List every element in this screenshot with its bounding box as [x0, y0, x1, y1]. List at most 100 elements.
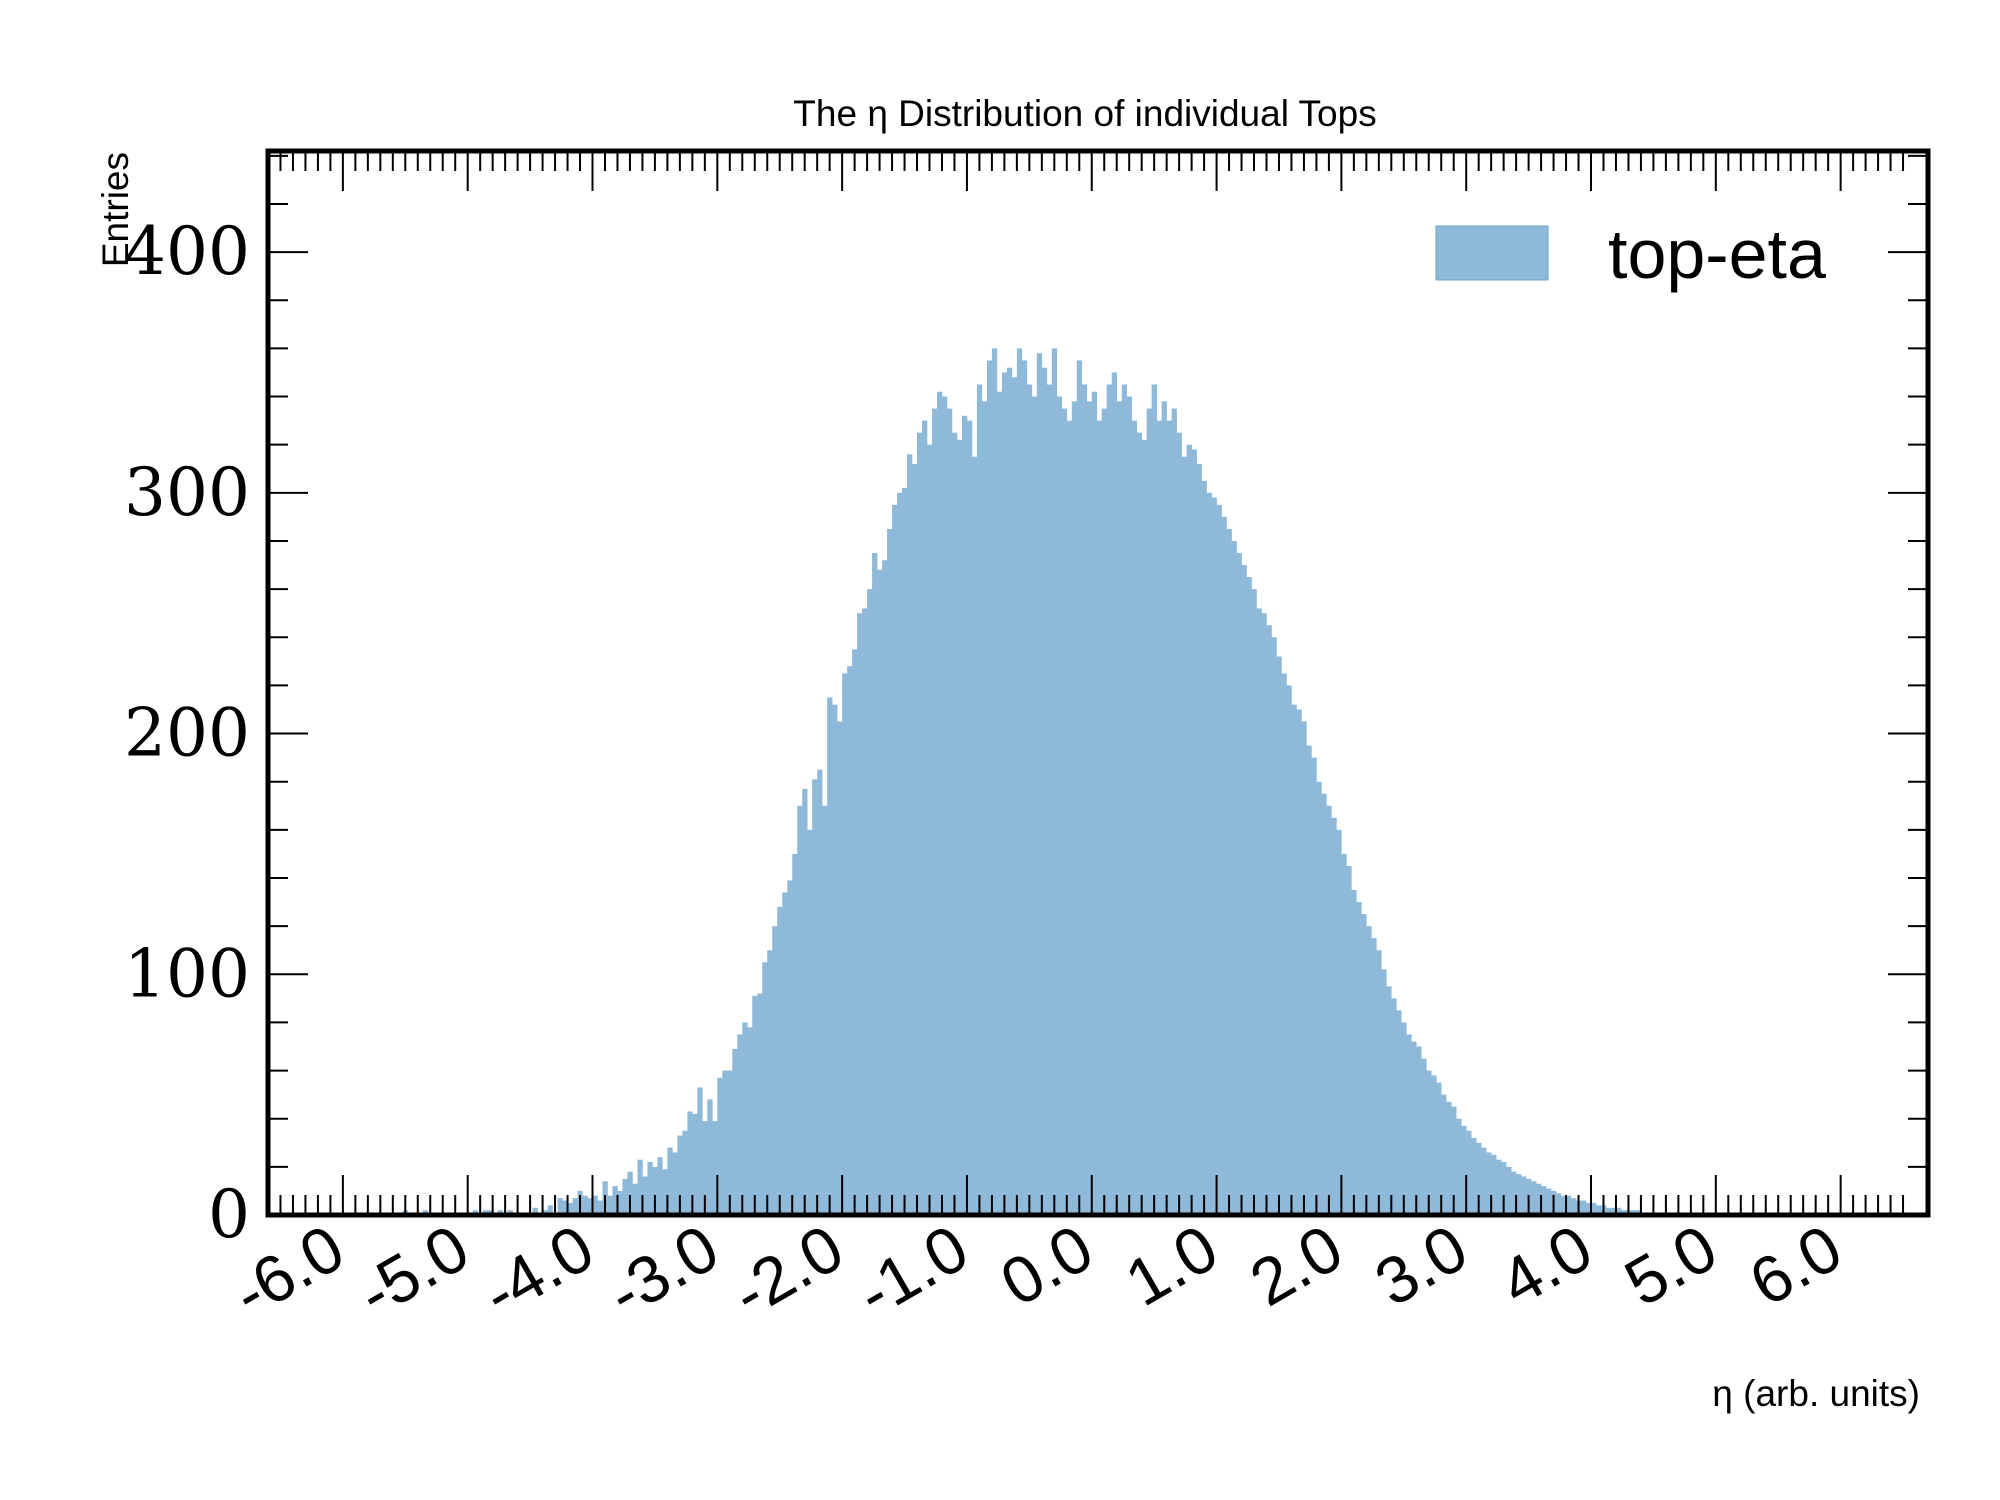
histogram-bar: [862, 608, 868, 1215]
histogram-bar: [1386, 986, 1392, 1215]
y-tick-label: 400: [124, 213, 250, 290]
histogram-bar: [1586, 1202, 1592, 1215]
histogram-bar: [1206, 492, 1212, 1216]
histogram-bar: [852, 649, 858, 1215]
histogram-bar: [1541, 1186, 1547, 1215]
histogram-bar: [742, 1022, 748, 1215]
histogram-bar: [817, 769, 823, 1215]
histogram-bar: [1081, 384, 1088, 1215]
histogram-bar: [1351, 890, 1357, 1215]
histogram-bar: [612, 1186, 618, 1215]
histogram-bar: [607, 1195, 613, 1215]
histogram-bar: [662, 1169, 668, 1215]
histogram-bar: [1121, 384, 1127, 1215]
histogram-bar: [1591, 1202, 1597, 1215]
histogram-bar: [1006, 367, 1013, 1215]
histogram-bar: [587, 1198, 593, 1215]
histogram-bar: [657, 1157, 663, 1215]
y-tick-label: 300: [124, 454, 250, 531]
histogram-bar: [642, 1176, 648, 1215]
histogram-bar: [1186, 444, 1192, 1215]
histogram-bar: [827, 697, 833, 1215]
histogram-bar: [547, 1205, 553, 1215]
histogram-bar: [832, 704, 838, 1215]
histogram-bar: [797, 805, 803, 1215]
histogram-bar: [777, 906, 783, 1215]
histogram-bar: [582, 1195, 588, 1215]
histogram-bar: [1061, 408, 1068, 1215]
histogram-bar: [1231, 540, 1237, 1215]
histogram-bar: [1546, 1188, 1552, 1215]
histogram-bar: [1116, 401, 1123, 1216]
histogram-bar: [1396, 1010, 1402, 1215]
histogram-bar: [732, 1048, 738, 1215]
histogram-bar: [872, 553, 878, 1215]
histogram-bar: [917, 432, 923, 1215]
histogram-bar: [562, 1200, 568, 1215]
histogram-bar: [1326, 805, 1332, 1215]
histogram-bar: [677, 1135, 683, 1215]
histogram-bar: [1605, 1207, 1612, 1215]
histogram-bar: [1421, 1058, 1427, 1215]
histogram-bar: [1151, 384, 1157, 1215]
histogram-bar: [996, 391, 1003, 1216]
histogram-bar: [912, 463, 918, 1215]
histogram-bar: [787, 880, 793, 1215]
histogram-bar: [1196, 463, 1202, 1215]
histogram-bar: [1521, 1176, 1527, 1215]
histogram-bar: [1166, 420, 1172, 1215]
histogram-bar: [1596, 1205, 1602, 1215]
x-tick-label: -4.0: [470, 1210, 605, 1331]
histogram-bar: [1276, 656, 1282, 1215]
histogram-bar: [1376, 950, 1382, 1215]
histogram-bar: [802, 788, 808, 1215]
histogram-bar: [737, 1034, 743, 1215]
histogram-bar: [757, 993, 763, 1215]
histogram-bar: [922, 420, 928, 1215]
histogram-bar: [707, 1099, 713, 1215]
histogram-bar: [1086, 401, 1093, 1216]
histogram-bar: [1136, 432, 1142, 1215]
histogram-bar: [1481, 1147, 1487, 1215]
histogram-bar: [622, 1178, 628, 1215]
histogram-bar: [1331, 817, 1337, 1215]
histogram-bar: [807, 829, 813, 1215]
histogram-bar: [1506, 1166, 1512, 1215]
histogram-bar: [1046, 384, 1053, 1215]
histogram-bar: [667, 1147, 673, 1215]
histogram-bar: [1066, 420, 1073, 1215]
histogram-bar: [822, 805, 828, 1215]
histogram-bar: [1346, 865, 1352, 1215]
histogram-bar: [1476, 1142, 1482, 1215]
histogram-bar: [951, 432, 958, 1215]
histogram-bar: [1051, 348, 1058, 1215]
histogram-bar: [946, 408, 953, 1215]
y-axis-label: Entries: [95, 152, 136, 267]
histogram-bar: [1266, 625, 1272, 1215]
histogram-bar: [1036, 353, 1043, 1216]
histogram-bar: [1146, 408, 1152, 1215]
histogram-bar: [902, 488, 908, 1215]
histogram-bar: [1091, 391, 1098, 1216]
histogram-bar: [1536, 1183, 1542, 1215]
histogram-bar: [812, 779, 818, 1215]
histogram-bar: [961, 415, 968, 1215]
histogram-bar: [1496, 1159, 1502, 1215]
histogram-bar: [1316, 781, 1322, 1215]
histogram-bar: [1101, 408, 1108, 1215]
histogram-bar: [986, 360, 993, 1215]
x-tick-label: 0.0: [988, 1210, 1104, 1320]
histogram-bar: [857, 613, 863, 1215]
histogram-bar: [1126, 396, 1132, 1215]
histogram-bar: [1241, 565, 1247, 1215]
histogram-bar: [672, 1152, 678, 1215]
x-axis-label: η (arb. units): [1712, 1373, 1920, 1414]
x-tick-label: -2.0: [720, 1210, 855, 1331]
histogram-bar: [1271, 637, 1277, 1215]
histogram-bar: [1261, 613, 1267, 1215]
histogram-bar: [712, 1121, 718, 1215]
histogram-bar: [1041, 367, 1048, 1215]
histogram-bar: [1341, 853, 1347, 1215]
histogram-bar: [1201, 480, 1207, 1215]
histogram-bar: [1221, 516, 1227, 1215]
